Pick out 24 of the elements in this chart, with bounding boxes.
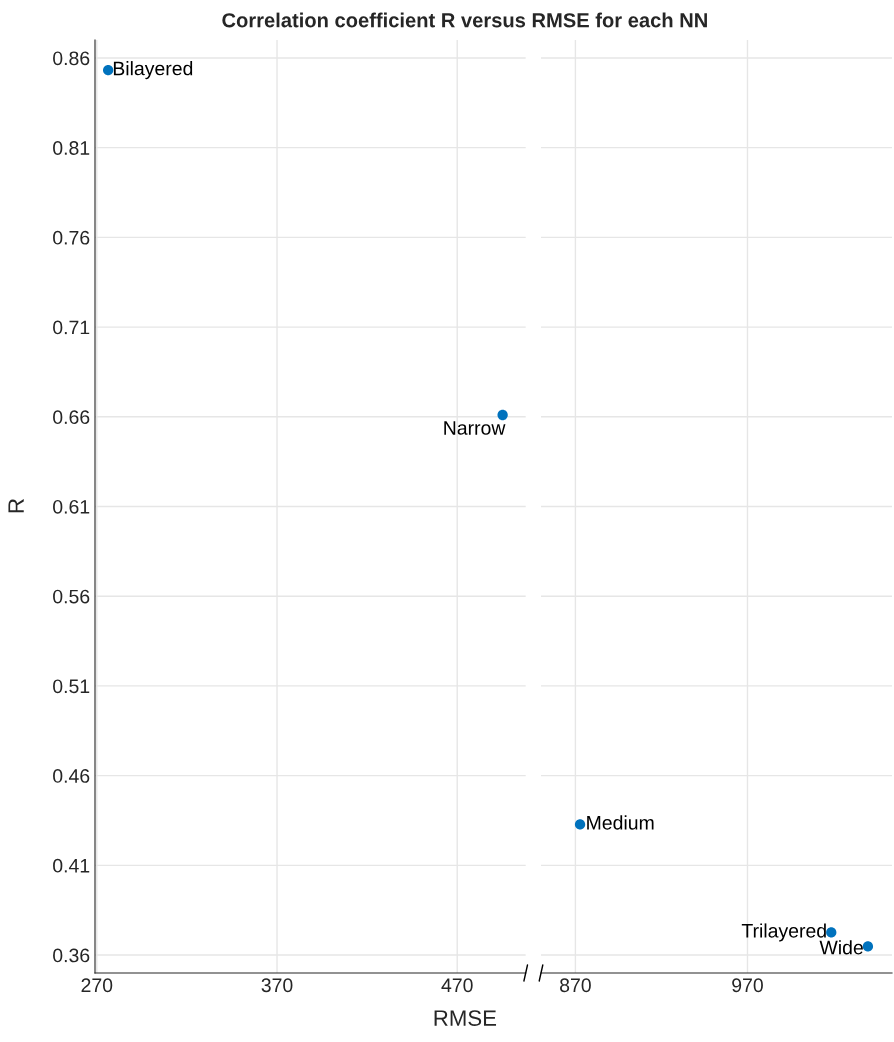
y-tick-label: 0.51 [53,679,90,694]
x-tick-label: 470 [441,978,473,993]
x-tick-label: 370 [261,978,293,993]
y-tick-label: 0.66 [53,410,90,425]
y-tick-label: 0.81 [53,141,90,155]
y-axis-title: R [8,499,24,513]
y-tick-label: 0.56 [53,589,90,604]
x-tick-label: 970 [732,978,763,993]
y-tick-label: 0.36 [53,948,90,963]
x-axis-title: RMSE [434,1010,497,1026]
x-tick-label: 270 [81,978,113,993]
annotation: Wide [819,940,863,955]
y-tick-label: 0.86 [53,51,90,66]
y-tick-label: 0.46 [53,769,90,783]
annotation: Trilayered [741,923,826,942]
annotation: Medium [587,815,654,830]
annotation: Bilayered [113,61,193,80]
chart-title: Correlation coefficient R versus RMSE for each NN [222,12,707,28]
annotation: Narrow [444,421,506,435]
x-tick-label: 870 [560,978,591,993]
y-tick-label: 0.41 [53,858,90,873]
y-tick-label: 0.61 [53,499,90,514]
y-tick-label: 0.76 [53,230,90,245]
y-tick-label: 0.71 [53,320,90,335]
